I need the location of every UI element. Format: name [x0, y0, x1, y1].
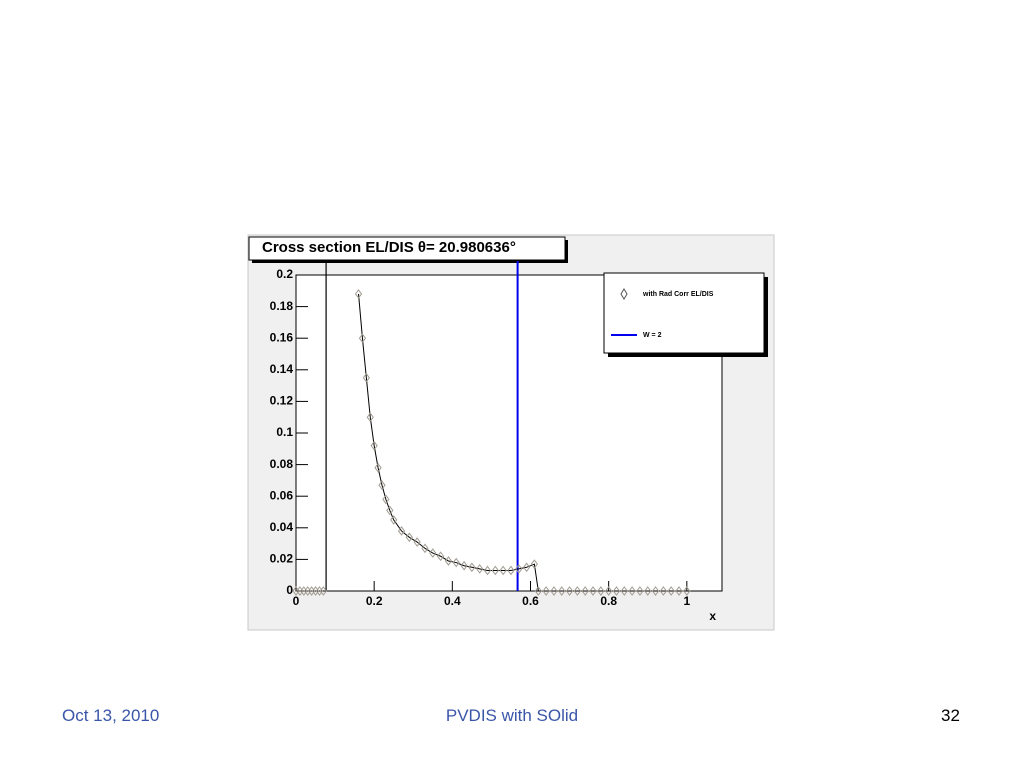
- data-point: [483, 565, 492, 576]
- data-point: [468, 562, 476, 573]
- data-point: [636, 586, 644, 596]
- footer-title: PVDIS with SOlid: [445, 706, 579, 725]
- data-point: [644, 586, 652, 596]
- data-point: [550, 586, 558, 596]
- data-point: [358, 333, 367, 344]
- data-point: [612, 586, 621, 596]
- x-axis-label: x: [709, 609, 716, 623]
- data-point: [530, 559, 539, 569]
- data-point: [534, 586, 542, 596]
- y-tick-label: 0.12: [270, 394, 294, 408]
- y-tick-label: 0.04: [270, 520, 294, 534]
- data-point: [499, 565, 507, 576]
- data-point: [421, 543, 429, 554]
- y-tick-label: 0.02: [270, 552, 294, 566]
- data-point: [542, 586, 550, 596]
- data-point: [597, 586, 605, 596]
- x-tick-label: 0.6: [522, 594, 539, 608]
- x-tick-label: 0.2: [366, 594, 383, 608]
- data-line: [358, 293, 687, 592]
- x-tick-label: 0: [293, 594, 300, 608]
- data-point: [436, 551, 445, 562]
- data-point: [378, 480, 386, 490]
- plot: 0 0.2 0.4 0.6 0.8 1 0 0.02 0.04 0.06 0.08 0.1 0.12 0.…: [270, 261, 691, 608]
- legend: [603, 272, 765, 354]
- footer-date: Oct 13, 2010: [62, 706, 160, 725]
- data-point: [659, 586, 668, 596]
- y-tick-label: 0.18: [270, 299, 294, 313]
- data-point: [589, 586, 597, 596]
- y-tick-label: 0.2: [276, 267, 293, 281]
- footer-page: 32: [941, 706, 960, 725]
- legend-marker: [620, 288, 628, 300]
- x-tick-label: 0.8: [600, 594, 617, 608]
- data-point: [573, 586, 582, 596]
- data-point: [370, 440, 378, 451]
- data-point: [667, 586, 675, 596]
- y-tick-label: 0.08: [270, 457, 294, 471]
- data-point: [476, 564, 484, 574]
- legend-entries: with Rad Corr EL/DIS W = 2: [611, 288, 714, 339]
- data-point: [565, 586, 574, 596]
- data-point: [620, 586, 628, 596]
- data-point: [460, 560, 468, 571]
- data-point: [362, 372, 370, 383]
- x-tick-label: 0.4: [444, 594, 461, 608]
- data-point: [390, 515, 398, 525]
- y-tick-label: 0.14: [270, 362, 294, 376]
- data-point: [413, 537, 421, 547]
- data-point: [683, 586, 691, 596]
- legend-label: with Rad Corr EL/DIS: [642, 291, 714, 298]
- data-point: [515, 564, 523, 574]
- data-point: [386, 505, 394, 516]
- data-point: [405, 532, 413, 543]
- data-point: [491, 565, 499, 576]
- y-tick-label: 0.1: [276, 425, 293, 439]
- x-tick-label: 1: [683, 594, 690, 608]
- data-point: [444, 556, 453, 566]
- data-point: [675, 586, 683, 596]
- data-point: [558, 586, 566, 596]
- chart-title: Cross section EL/DIS θ= 20.980636°: [262, 239, 516, 256]
- data-point: [628, 586, 636, 596]
- y-tick-label: 0: [286, 583, 293, 597]
- data-point: [507, 565, 515, 576]
- data-point: [319, 586, 327, 596]
- data-point: [382, 494, 390, 505]
- data-point: [354, 289, 363, 299]
- data-point: [522, 562, 531, 573]
- data-point: [452, 557, 460, 568]
- y-tick-label: 0.06: [270, 488, 294, 502]
- data-point: [651, 586, 660, 596]
- data-point: [374, 462, 382, 473]
- y-tick-label: 0.16: [270, 330, 294, 344]
- data-point: [366, 412, 374, 423]
- legend-label: W = 2: [643, 332, 662, 339]
- data-point: [581, 586, 589, 596]
- data-point: [397, 526, 406, 536]
- data-point: [429, 548, 437, 558]
- data-point: [605, 586, 613, 596]
- title-box: [248, 236, 566, 261]
